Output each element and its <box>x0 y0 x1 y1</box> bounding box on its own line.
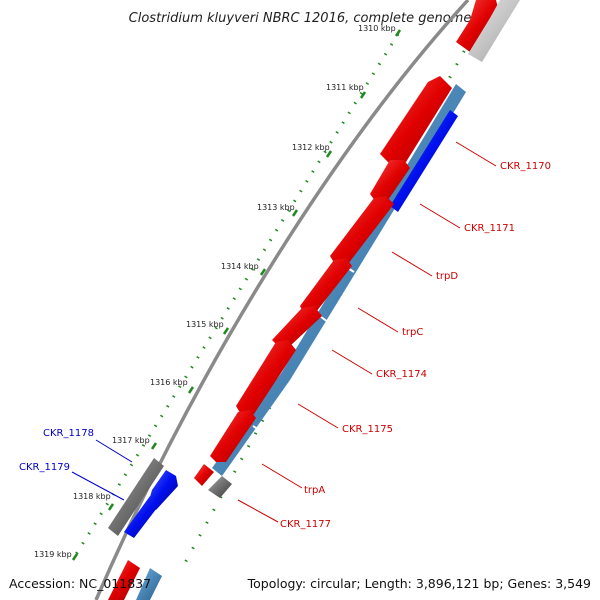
gene-label-ckr-1174: CKR_1174 <box>376 369 427 380</box>
gene-arrow-top-red <box>456 0 498 52</box>
gene-label-ckr-1175: CKR_1175 <box>342 424 393 435</box>
accession-text: Accession: NC_011837 <box>9 576 152 591</box>
scale-label-1319: 1319 kbp <box>34 550 72 559</box>
scale-label-1313: 1313 kbp <box>257 203 295 212</box>
scale-label-1317: 1317 kbp <box>112 436 150 445</box>
scale-label-1311: 1311 kbp <box>326 83 364 92</box>
scale-label-1316: 1316 kbp <box>150 378 188 387</box>
gene-label-ckr-1179: CKR_1179 <box>19 462 70 473</box>
scale-label-1318: 1318 kbp <box>73 492 111 501</box>
label-leaders-reverse <box>71 439 133 501</box>
genome-backbone <box>94 0 470 600</box>
gene-arrow-bottom-red <box>108 560 140 600</box>
gene-arrow-ckr-1178 <box>148 470 178 510</box>
kbp-tick-marks <box>71 29 402 561</box>
scale-label-1315: 1315 kbp <box>186 320 224 329</box>
label-leaders-forward <box>237 141 497 523</box>
gene-arrow-ckr-1177 <box>208 476 232 498</box>
gene-label-trpD: trpD <box>436 271 458 282</box>
gene-arrow-ckr-1174 <box>272 306 322 348</box>
gene-label-ckr-1177: CKR_1177 <box>280 519 331 530</box>
map-title: Clostridium kluyveri NBRC 12016, complet… <box>129 11 472 26</box>
gene-arrow-ckr-1171 <box>370 160 410 202</box>
gene-arrow-bottom-blue <box>136 568 162 600</box>
gene-arrow-trpD <box>330 196 394 266</box>
genome-summary-text: Topology: circular; Length: 3,896,121 bp… <box>247 576 591 591</box>
gene-arrow-ckr-1178-gray <box>108 458 164 536</box>
scale-label-1310: 1310 kbp <box>358 24 396 33</box>
gene-arrow-ckr-1170 <box>380 76 452 166</box>
gene-arrow-trpA <box>210 410 256 462</box>
gene-arrow-top-gray <box>468 0 520 62</box>
gene-arrow-trpC <box>300 258 352 314</box>
scale-label-1312: 1312 kbp <box>292 143 330 152</box>
scale-label-1314: 1314 kbp <box>221 262 259 271</box>
gene-label-ckr-1171: CKR_1171 <box>464 223 515 234</box>
gene-bar-ckr-1171 <box>390 110 458 212</box>
gene-arrow-small-red <box>194 464 214 486</box>
outer-tick-track <box>70 33 400 562</box>
gene-label-ckr-1178: CKR_1178 <box>43 428 94 439</box>
gene-arrow-ckr-1175 <box>236 340 296 416</box>
gene-label-ckr-1170: CKR_1170 <box>500 161 551 172</box>
gene-arrow-ckr-1179 <box>124 496 160 538</box>
gene-label-trpC: trpC <box>402 327 423 338</box>
gene-label-trpA: trpA <box>304 485 325 496</box>
